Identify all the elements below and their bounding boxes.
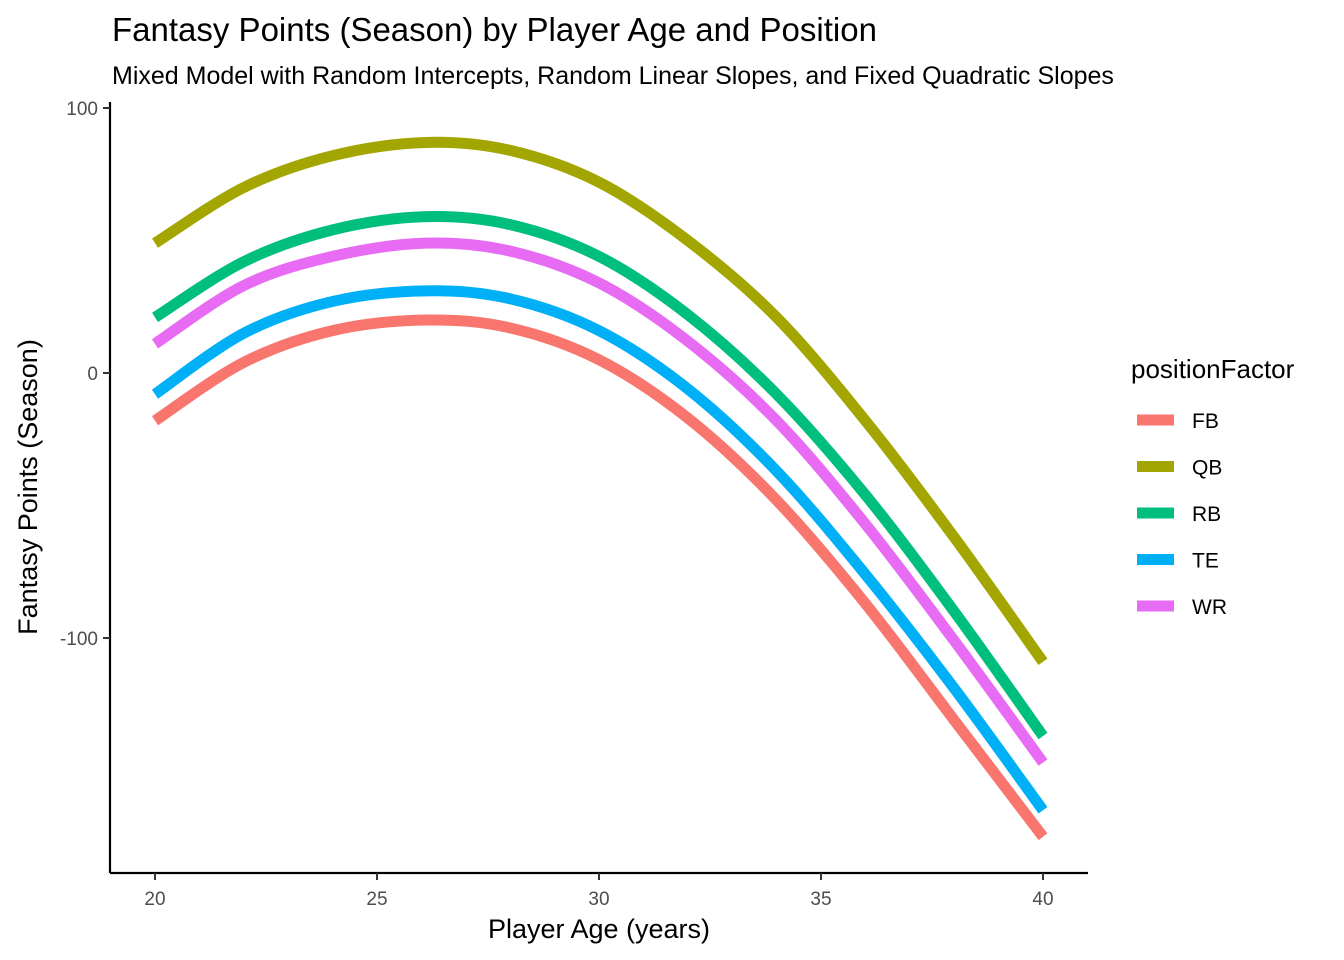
x-tick-label: 35	[810, 889, 831, 910]
legend-items: FB QB RB TE WR	[1137, 410, 1227, 619]
y-tick-label: 0	[87, 364, 98, 385]
legend-label-te: TE	[1192, 550, 1219, 573]
series-line-qb	[152, 136, 1048, 666]
x-tick-label: 20	[144, 889, 165, 910]
x-tick-label: 30	[588, 889, 609, 910]
y-tick-label: 100	[66, 99, 98, 120]
series-line-wr	[151, 237, 1048, 766]
legend-label-qb: QB	[1192, 457, 1222, 480]
x-tick-label: 25	[366, 889, 387, 910]
plot-area: 20 25 30 35 40 100 0 -100	[60, 99, 1088, 910]
series-lines	[151, 136, 1048, 841]
x-axis-ticks: 20 25 30 35 40	[144, 873, 1054, 910]
y-axis-ticks: 100 0 -100	[60, 99, 110, 650]
series-line-fb	[151, 314, 1048, 841]
chart-subtitle: Mixed Model with Random Intercepts, Rand…	[112, 62, 1114, 90]
legend-label-rb: RB	[1192, 503, 1221, 526]
axes	[108, 102, 1088, 875]
chart-title: Fantasy Points (Season) by Player Age an…	[112, 11, 877, 48]
legend: positionFactor FB QB RB TE WR	[1131, 354, 1295, 619]
y-tick-label: -100	[60, 629, 98, 650]
x-tick-label: 40	[1032, 889, 1053, 910]
x-axis-title: Player Age (years)	[488, 914, 710, 944]
legend-title: positionFactor	[1131, 354, 1295, 384]
legend-label-fb: FB	[1192, 410, 1219, 433]
y-axis-title: Fantasy Points (Season)	[13, 339, 43, 635]
legend-label-wr: WR	[1192, 596, 1227, 619]
series-line-te	[151, 285, 1048, 814]
series-line-rb	[152, 210, 1048, 740]
